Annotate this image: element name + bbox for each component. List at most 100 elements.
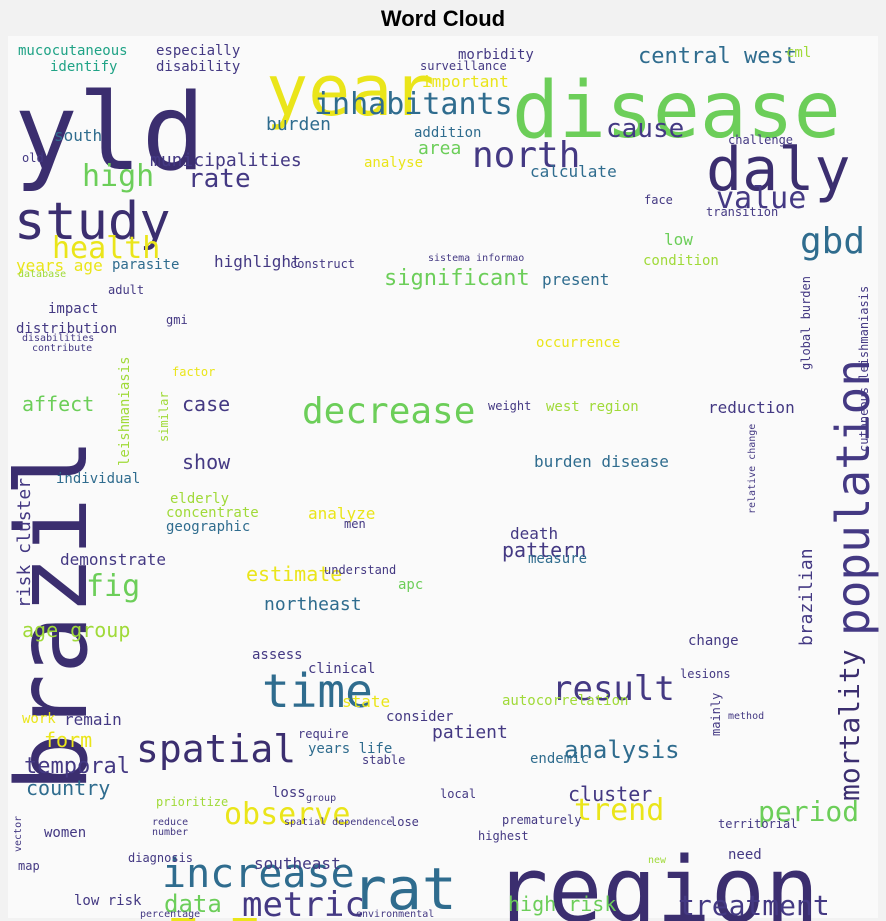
word-metric: metric [242,888,365,921]
word-area: area [418,140,461,158]
word-demonstrate: demonstrate [60,552,166,568]
word-present: present [542,272,609,288]
word-years-life: years life [308,742,392,756]
word-municipalities: municipalities [150,152,302,170]
word-mortality: mortality [836,649,864,801]
wordcloud-canvas: yldyllbrazilregiondiseaseyeardalyratstud… [8,36,878,918]
word-diagnosis: diagnosis [128,852,193,864]
word-group: group [306,794,336,804]
word-lose: lose [390,816,419,828]
word-gbd: gbd [800,224,865,260]
word-significant: significant [384,268,530,290]
word-global-burden: global burden [800,276,812,370]
word-south: south [54,128,102,144]
word-impact: impact [48,302,99,316]
word-highlight: highlight [214,254,301,270]
word-percentage: percentage [140,910,200,920]
word-sistema-informao: sistema informao [428,254,524,264]
word-burden: burden [266,116,331,134]
word-method: method [728,712,764,722]
word-database: database [18,270,66,280]
word-change: change [688,634,739,648]
word-loss: loss [272,786,306,800]
word-gmi: gmi [166,314,188,326]
word-fig: fig [86,572,140,602]
word-important: important [422,74,509,90]
word-need: need [728,848,762,862]
word-prioritize: prioritize [156,796,228,808]
word-old: old [22,152,44,164]
word-new: new [648,856,666,866]
word-contribute: contribute [32,344,92,354]
word-age-group: age group [22,620,130,640]
word-similar: similar [158,391,170,442]
word-remain: remain [64,712,122,728]
word-elderly: elderly [170,492,229,506]
word-mainly: mainly [710,693,722,736]
word-clinical: clinical [308,662,375,676]
word-cluster: cluster [568,784,652,804]
word-central-west: central west [638,46,797,68]
word-work: work [22,712,56,726]
word-especially: especially [156,44,240,58]
word-lesions: lesions [680,668,731,680]
word-low: low [664,232,693,248]
word-spatial: spatial [136,730,296,768]
word-country: country [26,778,110,798]
word-parasite: parasite [112,258,179,272]
word-inhabitants: inhabitants [314,90,513,120]
word-cutaneous-leishmaniasis: cutaneous leishmaniasis [858,286,870,452]
word-challenge: challenge [728,134,793,146]
word-understand: understand [324,564,396,576]
word-measure: measure [528,552,587,566]
word-death: death [510,526,558,542]
word-transition: transition [706,206,778,218]
word-disability: disability [156,60,240,74]
word-adult: adult [108,284,144,296]
word-women: women [44,826,86,840]
word-cause: cause [606,116,684,142]
word-addition: addition [414,126,481,140]
word-west-region: west region [546,400,639,414]
word-affect: affect [22,394,94,414]
word-state: state [342,694,390,710]
word-prematurely: prematurely [502,814,581,826]
word-mucocutaneous: mucocutaneous [18,44,128,58]
word-reduction: reduction [708,400,795,416]
word-endemic: endemic [530,752,589,766]
word-case: case [182,394,230,414]
word-analyse: analyse [364,156,423,170]
word-brazilian: brazilian [798,548,816,646]
word-map: map [18,860,40,872]
word-patient: patient [432,724,508,742]
word-territorial: territorial [718,818,797,830]
word-consider: consider [386,710,453,724]
word-high: high [82,162,154,192]
word-environmental: environmental [356,910,434,920]
word-risk-cluster: risk cluster [16,478,34,608]
word-calculate: calculate [530,164,617,180]
word-highest: highest [478,830,529,842]
word-assess: assess [252,648,303,662]
word-spatial-dependence: spatial dependence [284,818,392,828]
word-burden-disease: burden disease [534,454,669,470]
word-construct: construct [290,258,355,270]
word-require: require [298,728,349,740]
word-leishmaniasis: leishmaniasis [118,356,132,466]
word-men: men [344,518,366,530]
word-surveillance: surveillance [420,60,507,72]
word-geographic: geographic [166,520,250,534]
word-temporal: temporal [24,756,130,778]
word-show: show [182,452,230,472]
word-factor: factor [172,366,215,378]
chart-title: Word Cloud [0,6,886,32]
word-face: face [644,194,673,206]
word-decrease: decrease [302,394,475,430]
word-identify: identify [50,60,117,74]
word-concentrate: concentrate [166,506,259,520]
word-number: number [152,828,188,838]
word-apc: apc [398,578,423,592]
word-low-risk: low risk [74,894,141,908]
word-occurrence: occurrence [536,336,620,350]
word-northeast: northeast [264,596,362,614]
